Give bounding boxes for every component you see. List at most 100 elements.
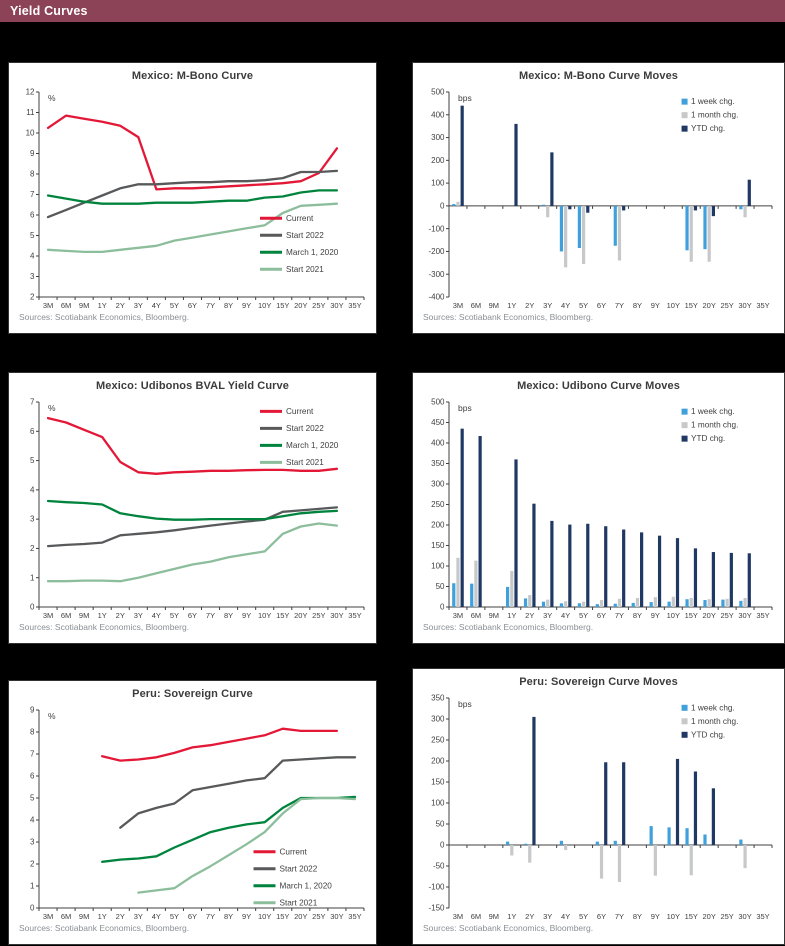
svg-text:10Y: 10Y bbox=[667, 301, 680, 310]
svg-text:15Y: 15Y bbox=[276, 611, 289, 620]
chart-sources: Sources: Scotiabank Economics, Bloomberg… bbox=[19, 622, 190, 632]
bar-chart: -150 -100 -50 0 50 100 150 200 250 300 350 3M 6M 9M 1Y… bbox=[428, 694, 773, 921]
svg-text:9M: 9M bbox=[79, 301, 89, 310]
line-chart: 2 3 4 5 6 7 8 9 10 11 12 3M 6M 9M 1Y 2Y 3Y 4Y 5Y 6Y 7Y 8Y 9Y 10… bbox=[26, 88, 365, 310]
svg-text:4: 4 bbox=[30, 252, 35, 261]
svg-text:7Y: 7Y bbox=[615, 912, 624, 921]
svg-text:150: 150 bbox=[431, 541, 445, 550]
svg-text:100: 100 bbox=[431, 562, 445, 571]
svg-text:6Y: 6Y bbox=[188, 611, 197, 620]
svg-text:9Y: 9Y bbox=[242, 611, 251, 620]
svg-text:3Y: 3Y bbox=[134, 611, 143, 620]
chart-title: Peru: Sovereign Curve Moves bbox=[519, 676, 678, 688]
svg-text:15Y: 15Y bbox=[685, 912, 698, 921]
svg-text:7Y: 7Y bbox=[615, 301, 624, 310]
svg-text:YTD chg.: YTD chg. bbox=[691, 730, 725, 739]
chart-title: Mexico: Udibonos BVAL Yield Curve bbox=[96, 380, 289, 392]
svg-text:%: % bbox=[48, 711, 56, 721]
svg-text:5Y: 5Y bbox=[170, 611, 179, 620]
svg-text:500: 500 bbox=[431, 398, 445, 407]
svg-text:12: 12 bbox=[26, 88, 35, 97]
line-chart: 0 1 2 3 4 5 6 7 3M 6M 9M 1Y 2Y 3Y 4Y 5Y 6Y 7Y 8Y 9Y 10Y 15Y 20… bbox=[30, 398, 365, 620]
svg-text:4: 4 bbox=[30, 816, 35, 825]
svg-text:1: 1 bbox=[30, 882, 35, 891]
svg-text:3Y: 3Y bbox=[543, 301, 552, 310]
svg-text:9Y: 9Y bbox=[651, 301, 660, 310]
svg-text:4Y: 4Y bbox=[561, 611, 570, 620]
svg-text:2: 2 bbox=[30, 544, 35, 553]
svg-text:4Y: 4Y bbox=[561, 301, 570, 310]
panel-mexico-mbono-curve: Mexico: M-Bono Curve 2 3 4 5 6 7 8 9 10 11 12 3M 6M 9… bbox=[8, 62, 377, 334]
svg-text:10Y: 10Y bbox=[258, 301, 271, 310]
chart-title: Peru: Sovereign Curve bbox=[132, 688, 253, 700]
svg-text:350: 350 bbox=[431, 459, 445, 468]
svg-text:10Y: 10Y bbox=[667, 912, 680, 921]
svg-text:1Y: 1Y bbox=[507, 611, 516, 620]
line-chart: 0 1 2 3 4 5 6 7 8 9 3M 6M 9M 1Y 2Y 3Y 4Y 5Y 6Y 7Y 8Y 9Y 10Y 15Y… bbox=[30, 706, 365, 921]
svg-text:8Y: 8Y bbox=[633, 301, 642, 310]
svg-text:6Y: 6Y bbox=[597, 912, 606, 921]
chart-plot-area: 2 3 4 5 6 7 8 9 10 11 12 3M 6M 9M 1Y 2Y 3Y 4Y 5Y 6Y 7Y 8Y 9Y 10… bbox=[15, 86, 370, 312]
svg-text:20Y: 20Y bbox=[703, 301, 716, 310]
svg-text:5: 5 bbox=[30, 456, 35, 465]
svg-text:1 month chg.: 1 month chg. bbox=[691, 421, 738, 430]
svg-text:-50: -50 bbox=[433, 862, 445, 871]
svg-text:5Y: 5Y bbox=[170, 912, 179, 921]
svg-text:350: 350 bbox=[431, 694, 445, 703]
svg-text:0: 0 bbox=[440, 841, 445, 850]
svg-text:10: 10 bbox=[26, 129, 35, 138]
svg-text:Start 2021: Start 2021 bbox=[280, 899, 318, 908]
svg-text:Start 2021: Start 2021 bbox=[286, 458, 324, 467]
svg-text:3M: 3M bbox=[453, 611, 463, 620]
svg-text:1Y: 1Y bbox=[507, 912, 516, 921]
svg-text:35Y: 35Y bbox=[756, 611, 769, 620]
svg-text:2Y: 2Y bbox=[525, 912, 534, 921]
svg-text:-150: -150 bbox=[428, 904, 445, 913]
svg-text:0: 0 bbox=[30, 904, 35, 913]
svg-text:-100: -100 bbox=[428, 883, 445, 892]
svg-text:50: 50 bbox=[436, 820, 445, 829]
svg-text:3: 3 bbox=[30, 838, 35, 847]
svg-text:25Y: 25Y bbox=[312, 912, 325, 921]
svg-text:8Y: 8Y bbox=[224, 301, 233, 310]
svg-text:25Y: 25Y bbox=[312, 611, 325, 620]
svg-text:2Y: 2Y bbox=[116, 301, 125, 310]
svg-text:8Y: 8Y bbox=[633, 611, 642, 620]
svg-text:150: 150 bbox=[431, 778, 445, 787]
svg-text:1 month chg.: 1 month chg. bbox=[691, 111, 738, 120]
svg-text:30Y: 30Y bbox=[738, 611, 751, 620]
svg-text:250: 250 bbox=[431, 736, 445, 745]
svg-text:10Y: 10Y bbox=[258, 912, 271, 921]
svg-text:9Y: 9Y bbox=[651, 611, 660, 620]
svg-text:450: 450 bbox=[431, 418, 445, 427]
svg-text:35Y: 35Y bbox=[348, 301, 361, 310]
svg-text:7: 7 bbox=[30, 398, 35, 407]
chart-sources: Sources: Scotiabank Economics, Bloomberg… bbox=[19, 923, 190, 933]
svg-text:25Y: 25Y bbox=[720, 301, 733, 310]
svg-text:9M: 9M bbox=[79, 611, 89, 620]
svg-text:30Y: 30Y bbox=[330, 611, 343, 620]
svg-text:5: 5 bbox=[30, 794, 35, 803]
svg-text:6M: 6M bbox=[471, 301, 481, 310]
svg-text:15Y: 15Y bbox=[685, 611, 698, 620]
svg-text:30Y: 30Y bbox=[330, 912, 343, 921]
svg-text:Current: Current bbox=[286, 407, 314, 416]
svg-text:0: 0 bbox=[30, 603, 35, 612]
svg-text:Current: Current bbox=[286, 214, 314, 223]
svg-text:4Y: 4Y bbox=[561, 912, 570, 921]
bar-chart: 0 50 100 150 200 250 300 350 400 450 500 3M 6M 9M 1Y 2Y… bbox=[431, 398, 773, 620]
svg-text:250: 250 bbox=[431, 500, 445, 509]
svg-text:3: 3 bbox=[30, 515, 35, 524]
svg-text:7Y: 7Y bbox=[206, 611, 215, 620]
svg-text:35Y: 35Y bbox=[756, 912, 769, 921]
svg-text:50: 50 bbox=[436, 582, 445, 591]
svg-text:200: 200 bbox=[431, 521, 445, 530]
svg-text:6: 6 bbox=[30, 427, 35, 436]
svg-text:Start 2022: Start 2022 bbox=[286, 231, 324, 240]
svg-text:9: 9 bbox=[30, 706, 35, 715]
svg-text:3Y: 3Y bbox=[134, 301, 143, 310]
svg-text:15Y: 15Y bbox=[685, 301, 698, 310]
panel-peru-sovereign-curve: Peru: Sovereign Curve 0 1 2 3 4 5 6 7 8 9 3M 6M 9M 1Y… bbox=[8, 680, 377, 945]
page-title: Yield Curves bbox=[10, 4, 88, 18]
svg-text:9: 9 bbox=[30, 149, 35, 158]
